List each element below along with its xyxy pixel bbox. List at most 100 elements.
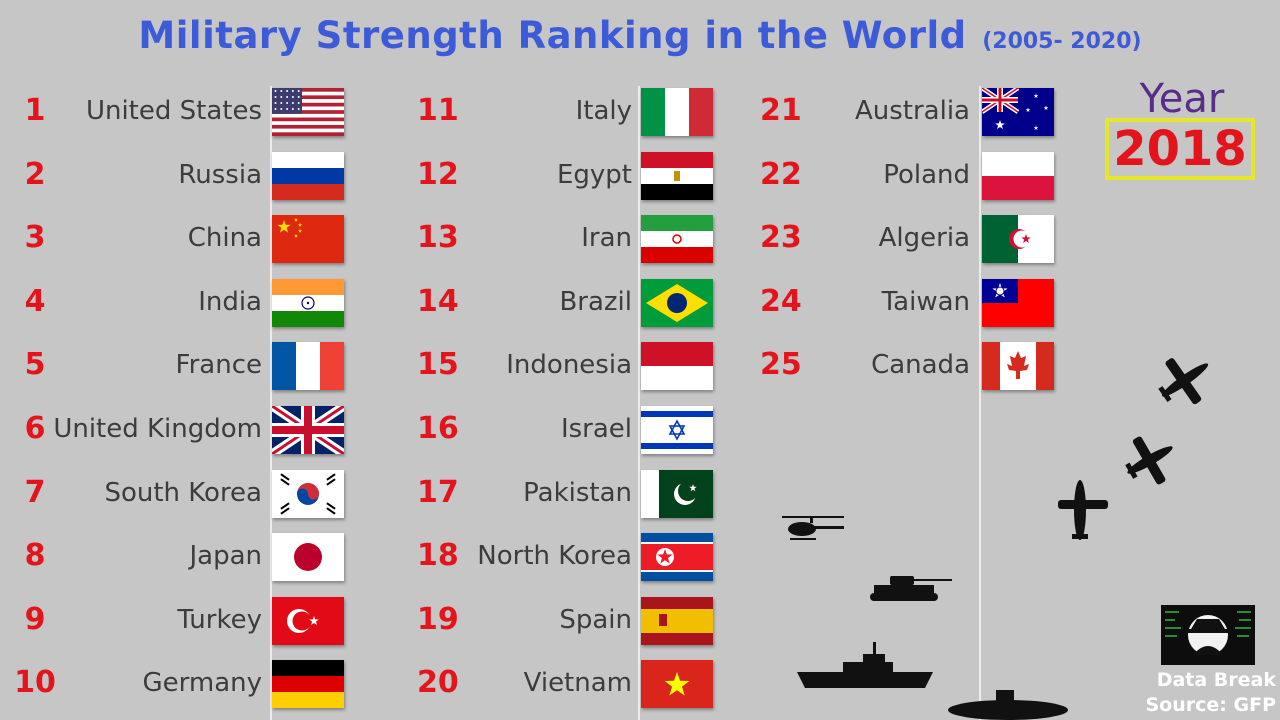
rank-number: 25 (760, 347, 802, 383)
canada-flag (982, 342, 1054, 391)
ranking-row: 7 South Korea (0, 465, 1280, 521)
country-name: Iran (581, 223, 632, 254)
italy-flag (641, 88, 713, 136)
rank-number: 3 (24, 220, 46, 256)
ranking-row: 3 China (0, 210, 1280, 266)
rank-number: 20 (417, 665, 459, 701)
country-name: Russia (178, 159, 262, 190)
germany-flag (272, 660, 344, 709)
rank-number: 10 (14, 665, 56, 701)
country-name: Canada (871, 350, 970, 381)
ranking-row: 6 United Kingdom (0, 401, 1280, 457)
taiwan-flag (982, 278, 1054, 327)
rank-number: 18 (417, 538, 459, 574)
airplane-icon (1125, 436, 1173, 485)
ranking-row: 11 Italy (0, 83, 1280, 139)
country-name: Germany (142, 668, 262, 699)
rank-number: 11 (417, 93, 459, 128)
source-text: Source: GFP (1145, 694, 1277, 716)
year-label: Year (1139, 76, 1225, 122)
france-flag (272, 342, 344, 391)
ranking-row: 2 Russia (0, 147, 1280, 203)
rank-number: 13 (417, 220, 459, 256)
rank-number: 17 (417, 474, 459, 510)
rank-number: 1 (24, 93, 46, 128)
country-name: Spain (559, 604, 632, 635)
ranking-row: 23 Algeria (0, 210, 1280, 266)
ranking-row: 24 Taiwan (0, 274, 1280, 330)
ranking-row: 15 Indonesia (0, 337, 1280, 393)
page-title: Military Strength Ranking in the World (… (0, 14, 1280, 57)
country-name: Italy (575, 96, 632, 126)
north-korea-flag (641, 533, 713, 582)
ranking-row: 10 Germany (0, 655, 1280, 711)
us-flag (272, 88, 344, 136)
country-name: India (198, 286, 262, 317)
china-flag (272, 215, 344, 264)
ranking-row: 18 North Korea (0, 528, 1280, 584)
rank-number: 4 (24, 283, 46, 319)
country-name: Pakistan (523, 477, 632, 508)
indonesia-flag (641, 342, 713, 391)
ranking-row: 20 Vietnam (0, 655, 1280, 711)
japan-flag (272, 533, 344, 582)
ranking-row: 19 Spain (0, 592, 1280, 648)
ranking-row: 16 Israel (0, 401, 1280, 457)
spain-flag (641, 596, 713, 645)
ranking-row: 21 Australia (0, 83, 1280, 139)
country-name: Indonesia (506, 350, 632, 381)
egypt-flag (641, 151, 713, 200)
country-name: United States (85, 96, 262, 126)
rank-number: 2 (24, 156, 46, 192)
country-name: South Korea (104, 477, 262, 508)
data-break-logo (1161, 605, 1255, 665)
country-name: Japan (189, 541, 262, 572)
tank-icon (870, 576, 952, 601)
rank-number: 19 (417, 601, 459, 637)
country-name: Taiwan (881, 286, 970, 317)
rank-number: 12 (417, 156, 459, 192)
india-flag (272, 278, 344, 327)
iran-flag (641, 215, 713, 264)
algeria-flag (982, 215, 1054, 264)
submarine-icon (948, 690, 1068, 720)
rank-number: 21 (760, 93, 802, 128)
rank-number: 9 (24, 601, 46, 637)
column-divider (270, 86, 272, 720)
ranking-row: 13 Iran (0, 210, 1280, 266)
rank-number: 15 (417, 347, 459, 383)
year-value: 2018 (1105, 118, 1255, 180)
ranking-row: 12 Egypt (0, 147, 1280, 203)
uk-flag (272, 406, 344, 454)
title-period: (2005- 2020) (982, 29, 1142, 54)
country-name: Israel (560, 414, 632, 444)
country-name: Vietnam (523, 668, 632, 699)
ranking-row: 14 Brazil (0, 274, 1280, 330)
ranking-row: 22 Poland (0, 147, 1280, 203)
pakistan-flag (641, 469, 713, 518)
country-name: Brazil (559, 286, 632, 317)
column-divider (979, 86, 981, 720)
brazil-flag (641, 278, 713, 327)
brand-name: Data Break (1156, 669, 1276, 691)
country-name: Algeria (878, 223, 970, 254)
rank-number: 23 (760, 220, 802, 256)
australia-flag (982, 88, 1054, 136)
helicopter-icon (782, 516, 844, 540)
turkey-flag (272, 596, 344, 645)
rank-number: 24 (760, 283, 802, 319)
country-name: United Kingdom (53, 414, 262, 444)
ranking-row: 8 Japan (0, 528, 1280, 584)
rank-number: 7 (24, 474, 46, 510)
column-divider (638, 86, 640, 720)
ranking-row: 5 France (0, 337, 1280, 393)
brand-credit: Data Break Source: GFP (1130, 668, 1277, 718)
israel-flag (641, 406, 713, 454)
ranking-row: 1 United States (0, 83, 1280, 139)
poland-flag (982, 151, 1054, 200)
ranking-row: 4 India (0, 274, 1280, 330)
rank-number: 22 (760, 156, 802, 192)
ranking-row: 17 Pakistan (0, 465, 1280, 521)
ranking-row: 25 Canada (0, 337, 1280, 393)
rank-number: 14 (417, 283, 459, 319)
